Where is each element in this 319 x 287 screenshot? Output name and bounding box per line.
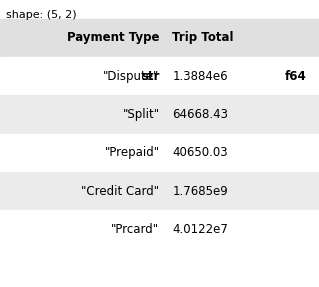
Bar [0,57,319,95]
Text: Trip Total: Trip Total [172,31,234,44]
Text: Payment Type: Payment Type [67,31,160,44]
Text: f64: f64 [285,70,306,83]
Text: "Split": "Split" [122,108,160,121]
Text: "Prcard": "Prcard" [111,223,160,236]
Text: str: str [141,70,160,83]
Text: "Credit Card": "Credit Card" [81,185,160,198]
Text: "Dispute": "Dispute" [103,70,160,83]
Text: 40650.03: 40650.03 [172,146,228,159]
Text: 1.7685e9: 1.7685e9 [172,185,228,198]
Bar [0,210,319,249]
Bar [0,172,319,210]
Bar [0,134,319,172]
Text: 1.3884e6: 1.3884e6 [172,70,228,83]
Text: 4.0122e7: 4.0122e7 [172,223,228,236]
Bar [0,19,319,57]
Text: "Prepaid": "Prepaid" [104,146,160,159]
Text: shape: (5, 2): shape: (5, 2) [6,10,77,20]
Bar [0,95,319,134]
Text: 64668.43: 64668.43 [172,108,228,121]
Bar [0,57,319,95]
